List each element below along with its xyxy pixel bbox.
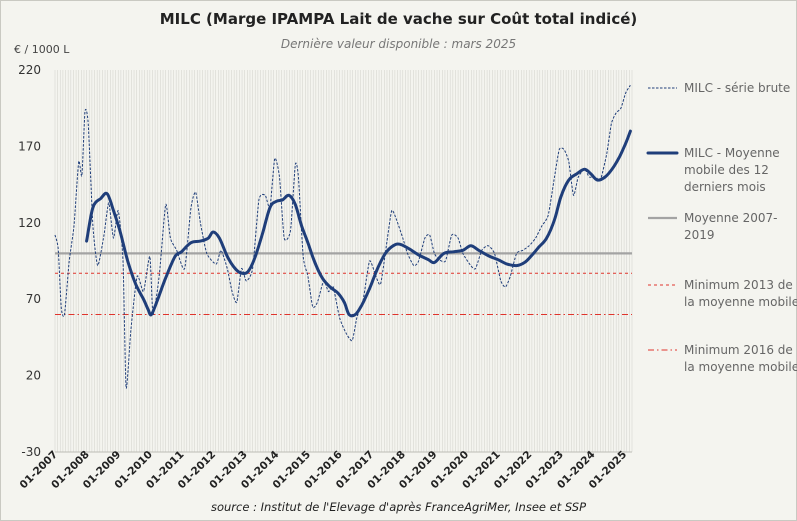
source-note: source : Institut de l'Elevage d'après F… — [210, 500, 587, 514]
series-lines — [54, 85, 632, 389]
series-line-milc-moyenne-mobile-des-12-derniers-mois — [85, 129, 632, 318]
legend-label-milc-serie-brute: MILC - série brute — [684, 81, 790, 95]
x-tick-labels: 01-200701-200801-200901-201001-201101-20… — [18, 449, 630, 492]
series-line-milc-serie-brute — [54, 85, 631, 389]
legend-label-minimum-2013-de-la-moyenne-mobile: Minimum 2013 de la moyenne mobile — [684, 278, 797, 309]
y-tick-label: 70 — [26, 292, 41, 306]
legend-label-minimum-2016-de-la-moyenne-mobile: Minimum 2016 de la moyenne mobile — [684, 343, 797, 374]
reference-lines — [55, 252, 632, 315]
y-tick-label: 20 — [26, 369, 41, 383]
legend: MILC - série brute MILC - Moyenne mobile d… — [646, 81, 797, 374]
y-tick-label: 120 — [18, 216, 41, 230]
grid-lines — [54, 70, 633, 453]
chart-title: MILC (Marge IPAMPA Lait de vache sur Coû… — [159, 10, 638, 28]
legend-label-moyenne-2007-2019: Moyenne 2007-2019 — [684, 211, 777, 242]
y-tick-label: 170 — [18, 139, 41, 153]
y-axis-unit: € / 1000 L — [14, 43, 70, 56]
legend-label-milc-moyenne-mobile-des-12-derniers-mois: MILC - Moyenne mobile des 12 derniers mois — [684, 146, 780, 194]
chart-subtitle: Dernière valeur disponible : mars 2025 — [280, 37, 517, 51]
y-tick-label: 220 — [18, 63, 41, 77]
y-tick-label: -30 — [21, 445, 41, 459]
y-tick-labels: -30 20 70 120 170 220 — [18, 63, 41, 459]
